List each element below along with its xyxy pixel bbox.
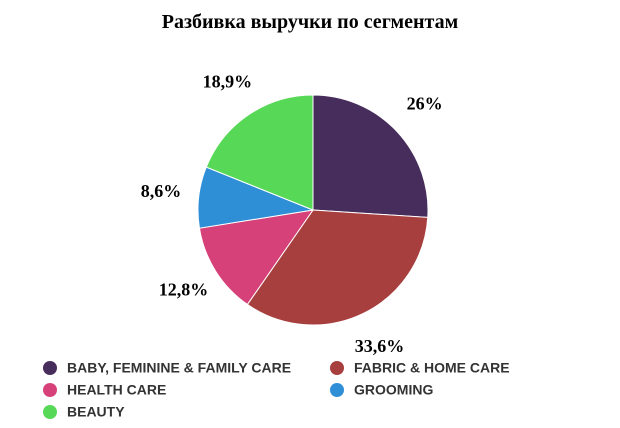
chart-title: Разбивка выручки по сегментам [162,11,458,33]
legend-label: BEAUTY [67,404,125,420]
legend-marker [43,361,57,375]
pie-slice [205,94,314,211]
legend-label: HEALTH CARE [67,382,166,398]
legend-marker [43,405,57,419]
value-label: 26% [407,93,443,113]
legend-marker [330,361,344,375]
pie-slice [312,94,429,218]
legend-label: GROOMING [354,382,433,398]
pie-slice [198,209,315,306]
legend-label: FABRIC & HOME CARE [354,360,510,376]
value-label: 33,6% [355,336,405,356]
legend-marker [43,383,57,397]
legend-label: BABY, FEMININE & FAMILY CARE [67,360,291,376]
pie-slice [246,209,429,326]
legend-marker [330,383,344,397]
value-label: 18,9% [203,71,253,91]
value-label: 12,8% [159,280,209,300]
value-label: 8,6% [141,181,182,201]
